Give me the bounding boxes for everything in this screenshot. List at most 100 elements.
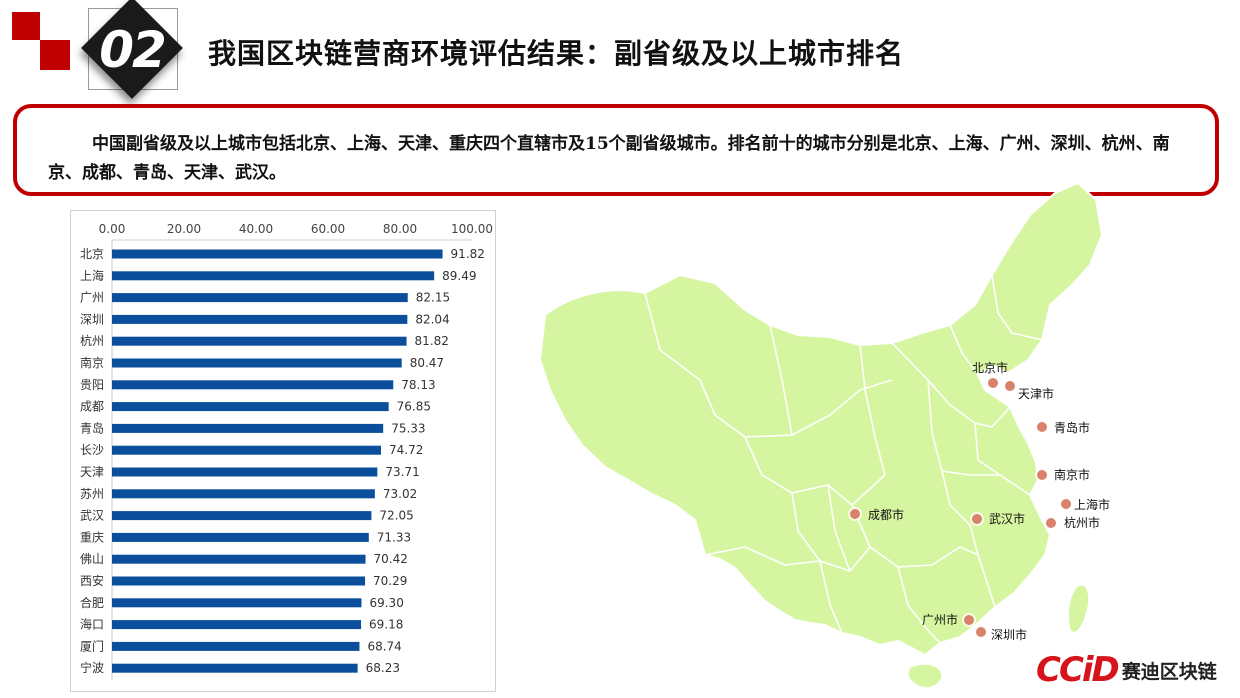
city-marker (1005, 381, 1015, 391)
y-category-label: 西安 (80, 573, 104, 588)
bar (112, 620, 362, 630)
data-label: 69.18 (369, 618, 403, 632)
bar (112, 641, 360, 651)
bar (112, 445, 381, 455)
city-label: 成都市 (868, 507, 904, 522)
city-label: 南京市 (1054, 467, 1090, 482)
logo-mark: CCiD (1036, 650, 1120, 690)
city-label: 上海市 (1074, 497, 1110, 512)
city-marker (1037, 422, 1047, 432)
bar (112, 576, 366, 586)
summary-text: 中国副省级及以上城市包括北京、上海、天津、重庆四个直辖市及15个副省级城市。排名… (48, 134, 1170, 183)
city-marker (1061, 499, 1071, 509)
data-label: 68.74 (367, 639, 401, 653)
x-tick-label: 20.00 (167, 222, 201, 236)
x-tick-label: 0.00 (99, 222, 126, 236)
bar (112, 358, 402, 368)
bar (112, 423, 384, 433)
city-marker (964, 615, 974, 625)
page-title: 我国区块链营商环境评估结果：副省级及以上城市排名 (208, 37, 905, 70)
y-category-label: 青岛 (80, 420, 104, 435)
y-category-label: 苏州 (80, 487, 104, 501)
data-label: 91.82 (451, 247, 485, 261)
bar (112, 314, 408, 324)
city-marker (1037, 470, 1047, 480)
y-category-label: 广州 (80, 291, 104, 305)
data-label: 70.42 (374, 552, 408, 566)
data-label: 78.13 (401, 378, 435, 392)
city-marker (988, 378, 998, 388)
bar (112, 293, 408, 303)
y-category-label: 宁波 (80, 660, 104, 675)
x-tick-label: 40.00 (239, 222, 273, 236)
data-label: 81.82 (415, 334, 449, 348)
decor-square (40, 40, 70, 70)
taiwan-island (1067, 583, 1091, 634)
y-category-label: 佛山 (80, 552, 104, 566)
city-label: 青岛市 (1054, 420, 1090, 435)
bar-chart: 0.00 20.00 40.00 60.00 80.00 100.00 北京 91.82 上海 8… (80, 222, 493, 681)
data-label: 74.72 (389, 443, 423, 457)
summary-box (13, 104, 1219, 196)
bar (112, 598, 362, 608)
city-label: 天津市 (1018, 386, 1054, 401)
city-label: 深圳市 (991, 627, 1027, 642)
bar (112, 249, 443, 259)
y-category-label: 重庆 (80, 530, 104, 544)
city-marker (1046, 518, 1056, 528)
y-category-label: 成都 (80, 400, 104, 414)
logo-name: 赛迪区块链 (1121, 660, 1217, 683)
hainan-island (906, 662, 944, 689)
city-label: 杭州市 (1064, 515, 1100, 530)
y-category-label: 北京 (80, 247, 104, 261)
x-tick-label: 100.00 (451, 222, 493, 236)
y-category-label: 上海 (80, 268, 104, 283)
data-label: 73.02 (383, 487, 417, 501)
bar (112, 336, 407, 346)
bar (112, 467, 378, 477)
city-marker (850, 509, 860, 519)
y-category-label: 贵阳 (80, 378, 104, 392)
ccid-logo: CCiD 赛迪区块链 (1036, 650, 1217, 690)
data-label: 68.23 (366, 661, 400, 675)
bar (112, 489, 375, 499)
y-category-label: 深圳 (80, 312, 104, 326)
y-category-label: 海口 (80, 617, 104, 632)
data-label: 89.49 (442, 269, 476, 283)
y-category-label: 杭州 (80, 333, 104, 348)
data-label: 73.71 (385, 465, 419, 479)
bar (112, 663, 358, 673)
province-borders (644, 274, 1043, 644)
data-label: 75.33 (391, 421, 425, 435)
data-label: 76.85 (397, 400, 431, 414)
x-tick-label: 80.00 (383, 222, 417, 236)
section-number: 02 (99, 21, 167, 79)
y-category-label: 合肥 (80, 595, 104, 610)
data-label: 82.04 (415, 312, 449, 326)
y-category-label: 厦门 (80, 638, 104, 653)
y-category-label: 天津 (80, 465, 104, 479)
bar (112, 402, 389, 412)
city-label: 广州市 (922, 612, 958, 627)
city-label: 北京市 (972, 360, 1008, 375)
city-marker (972, 514, 982, 524)
data-label: 70.29 (373, 574, 407, 588)
data-label: 71.33 (377, 530, 411, 544)
data-label: 82.15 (416, 291, 450, 305)
city-label: 武汉市 (989, 511, 1025, 526)
decor-square (12, 12, 40, 40)
city-marker (976, 627, 986, 637)
data-label: 80.47 (410, 356, 444, 370)
bar (112, 511, 372, 521)
data-label: 72.05 (379, 509, 413, 523)
bar (112, 380, 394, 390)
y-category-label: 长沙 (80, 443, 104, 457)
bar (112, 554, 366, 564)
data-label: 69.30 (369, 596, 403, 610)
y-category-label: 南京 (80, 355, 104, 370)
x-tick-label: 60.00 (311, 222, 345, 236)
bar (112, 532, 369, 542)
bar (112, 271, 435, 281)
y-category-label: 武汉 (80, 509, 104, 523)
